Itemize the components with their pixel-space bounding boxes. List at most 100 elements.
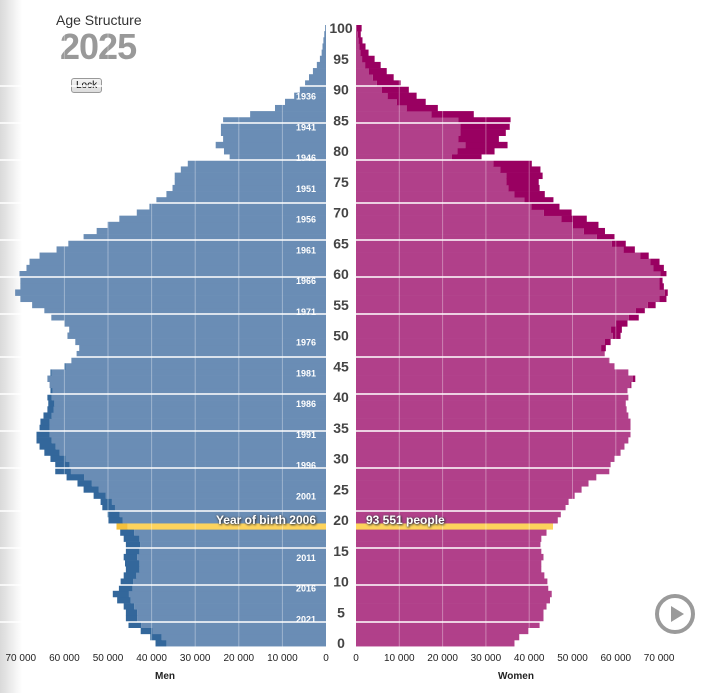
women-bar-age-66 [356, 234, 597, 241]
men-bar-age-57 [15, 289, 327, 296]
men-bar-age-6 [134, 603, 326, 610]
men-excess-bar-age-21 [107, 510, 120, 518]
birth-year-label-1941: 1941 [296, 122, 316, 132]
men-bar-age-89 [294, 92, 326, 100]
women-bar-age-20 [356, 517, 558, 524]
women-x-tick-60000: 60 000 [601, 653, 632, 664]
age-tick-80: 80 [333, 143, 349, 159]
women-bar-age-36 [356, 418, 631, 426]
women-excess-bar-age-88 [396, 98, 426, 106]
women-bar-age-13 [356, 560, 542, 567]
age-tick-90: 90 [333, 82, 349, 98]
men-bar-age-56 [20, 295, 326, 303]
women-bar-age-33 [356, 437, 629, 444]
women-bar-age-90 [356, 86, 382, 93]
men-bar-age-35 [49, 424, 327, 432]
men-bar-age-82 [223, 135, 326, 143]
women-bar-age-65 [356, 240, 612, 247]
birth-year-label-1971: 1971 [296, 307, 316, 317]
women-bar-age-34 [356, 430, 631, 438]
women-excess-bar-age-71 [531, 203, 560, 210]
men-excess-bar-age-39 [48, 400, 55, 407]
men-bar-age-51 [69, 326, 327, 333]
men-excess-bar-age-30 [50, 455, 66, 462]
age-tick-50: 50 [333, 328, 349, 344]
women-x-tick-40000: 40 000 [514, 653, 545, 664]
age-tick-20: 20 [333, 512, 349, 528]
women-bar-age-87 [356, 104, 407, 112]
women-bar-age-11 [356, 572, 545, 579]
men-bar-age-84 [220, 123, 326, 130]
women-bar-age-5 [356, 609, 544, 616]
birth-year-label-2001: 2001 [296, 491, 316, 501]
birth-year-label-2016: 2016 [296, 584, 316, 594]
women-excess-bar-age-62 [650, 258, 660, 266]
men-bar-age-83 [220, 129, 326, 136]
men-bar-age-28 [70, 467, 326, 475]
men-bar-age-15 [139, 547, 326, 555]
men-excess-bar-age-22 [102, 504, 115, 512]
women-bar-age-99 [356, 31, 358, 38]
men-excess-bar-age-38 [47, 406, 54, 413]
women-excess-bar-age-50 [612, 332, 621, 339]
men-excess-bar-age-31 [44, 449, 60, 456]
men-bar-age-33 [51, 437, 326, 444]
play-button[interactable] [655, 594, 695, 634]
birth-year-label-1981: 1981 [296, 368, 316, 378]
birth-year-label-1936: 1936 [296, 92, 316, 102]
women-excess-bar-age-72 [524, 197, 554, 204]
women-bar-age-0 [356, 640, 515, 647]
men-bar-age-34 [49, 430, 327, 438]
women-x-tick-30000: 30 000 [471, 653, 502, 664]
men-bar-age-13 [139, 560, 326, 567]
men-bar-age-81 [215, 141, 326, 149]
birth-year-label-1956: 1956 [296, 215, 316, 225]
men-bar-age-23 [111, 498, 326, 505]
age-tick-45: 45 [333, 358, 349, 374]
women-bar-age-25 [356, 486, 582, 493]
men-bar-age-99 [324, 31, 326, 38]
women-excess-bar-age-83 [460, 129, 506, 136]
men-bar-age-77 [180, 166, 326, 173]
age-tick-65: 65 [333, 235, 349, 251]
men-bar-age-16 [140, 541, 326, 549]
birth-year-label-1976: 1976 [296, 338, 316, 348]
women-excess-bar-age-59 [659, 277, 663, 284]
women-bar-age-60 [356, 271, 661, 278]
women-bar-age-64 [356, 246, 624, 253]
women-bar-age-1 [356, 633, 520, 641]
women-x-tick-10000: 10 000 [384, 653, 415, 664]
women-bar-age-40 [356, 394, 629, 401]
men-excess-bar-age-20 [108, 517, 123, 524]
men-excess-bar-age-36 [40, 418, 50, 426]
men-excess-bar-age-2 [140, 627, 153, 635]
women-excess-bar-age-65 [611, 240, 626, 247]
men-bar-age-37 [51, 412, 326, 419]
men-bar-age-62 [29, 258, 327, 266]
women-bar-age-41 [356, 387, 628, 395]
men-bar-age-24 [105, 492, 326, 499]
women-bar-age-83 [356, 129, 461, 136]
women-excess-bar-age-99 [357, 31, 361, 38]
women-excess-bar-age-96 [360, 49, 369, 57]
women-bar-age-56 [356, 295, 660, 303]
age-tick-75: 75 [333, 174, 349, 190]
women-bar-age-68 [356, 221, 573, 229]
men-bar-age-38 [53, 406, 326, 413]
men-excess-bar-age-5 [125, 609, 138, 616]
women-excess-bar-age-51 [611, 326, 622, 333]
men-excess-bar-age-0 [155, 640, 167, 647]
men-bar-age-18 [134, 529, 326, 536]
women-excess-bar-age-84 [460, 123, 510, 130]
women-excess-bar-age-66 [596, 234, 615, 241]
age-tick-35: 35 [333, 420, 349, 436]
birth-year-label-1986: 1986 [296, 399, 316, 409]
women-excess-bar-age-55 [647, 301, 656, 309]
men-bar-age-66 [83, 234, 326, 241]
women-bar-age-80 [356, 148, 458, 155]
men-excess-bar-age-15 [125, 547, 140, 555]
women-excess-bar-age-48 [601, 344, 606, 352]
men-bar-age-98 [323, 37, 326, 44]
age-tick-70: 70 [333, 205, 349, 221]
men-bar-age-12 [139, 566, 326, 573]
